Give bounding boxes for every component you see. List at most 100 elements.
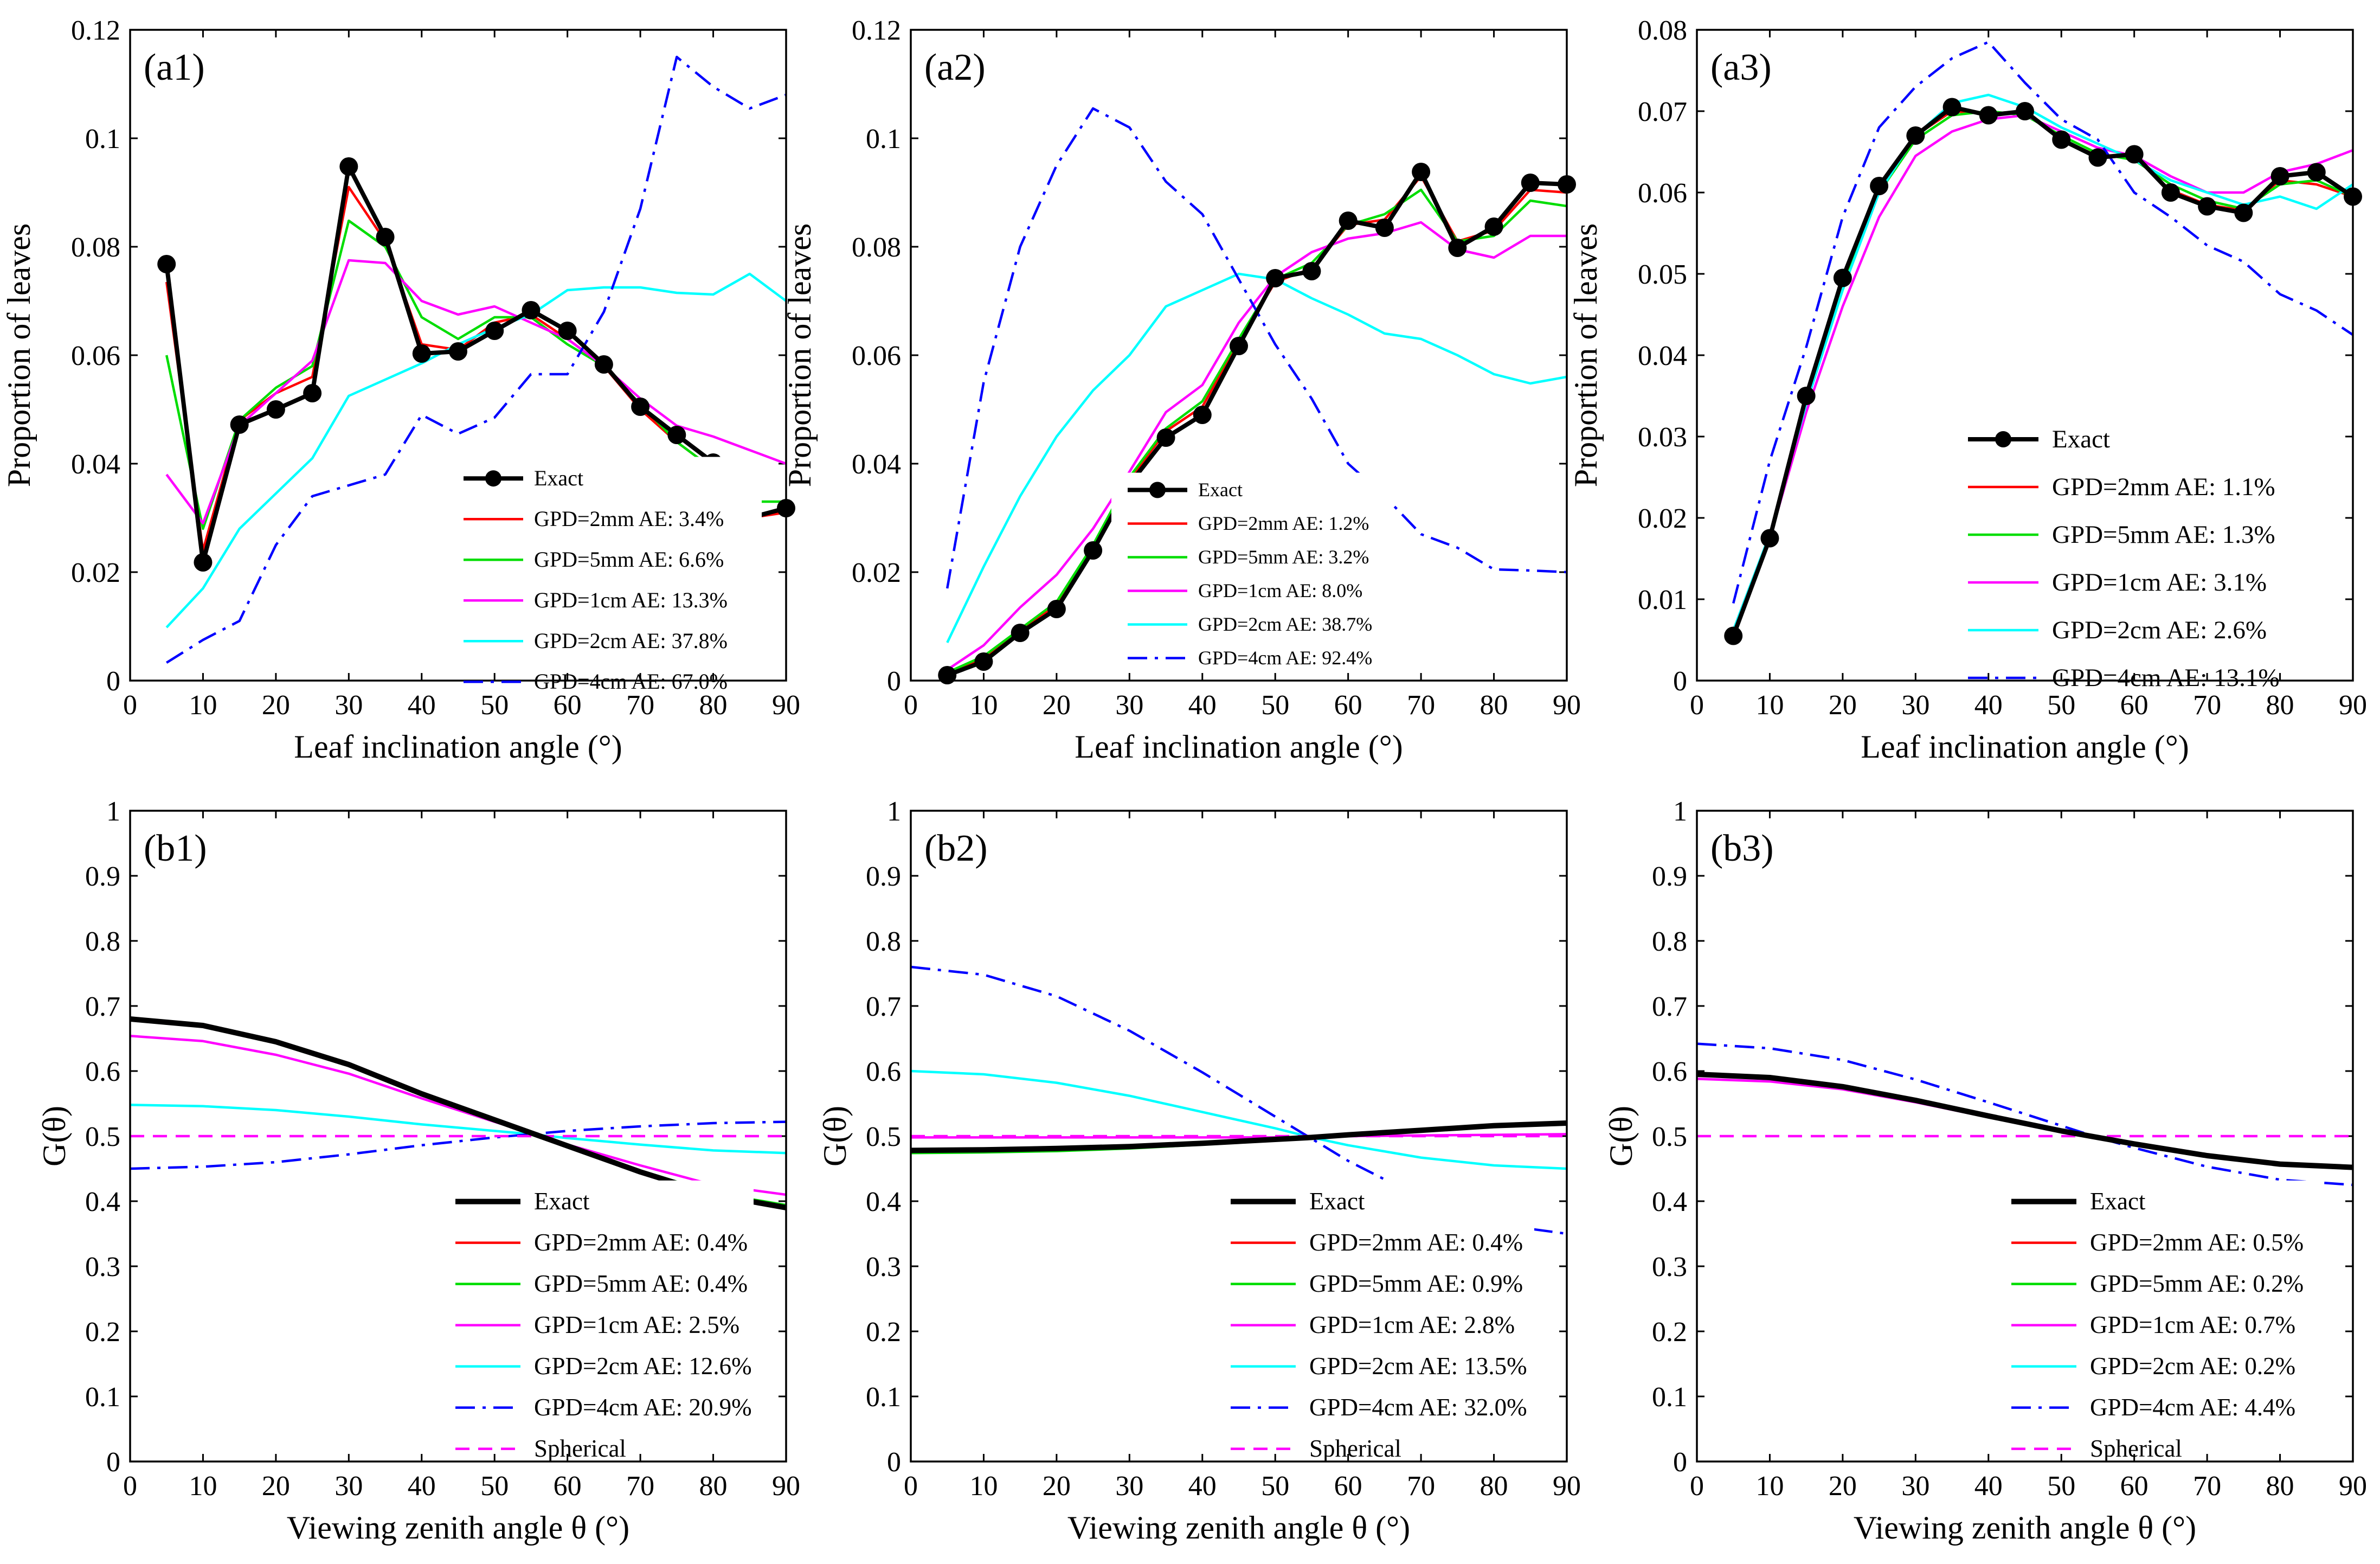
x-tick-label: 80 [1480, 1471, 1508, 1502]
y-tick-label: 0.08 [71, 232, 120, 263]
y-axis-label: G(θ) [36, 1106, 72, 1166]
axes-frame [129, 29, 787, 682]
x-tick-label: 50 [2047, 690, 2075, 721]
y-tick-label: 0.05 [1638, 259, 1687, 290]
legend-entry-label: Spherical [534, 1435, 626, 1462]
exact-data-point [1906, 126, 1925, 145]
y-tick-label: 0.06 [1638, 178, 1687, 209]
y-tick-label: 0.06 [71, 341, 120, 371]
y-tick-label: 0.1 [866, 1382, 901, 1413]
exact-data-point [974, 652, 993, 671]
exact-data-point [2161, 183, 2180, 202]
y-tick-label: 0.07 [1638, 97, 1687, 127]
legend-entry-label: GPD=1cm AE: 8.0% [1198, 580, 1362, 601]
panel-a2: 0 10 20 30 40 50 60 70 80 90 0 0.02 0.04 0.06 0.08 0.1 0… [782, 15, 1581, 765]
legend-entry-label: GPD=4cm AE: 67.0% [534, 669, 728, 694]
y-tick-label: 0.5 [85, 1121, 120, 1152]
y-tick-label: 0.02 [71, 557, 120, 588]
y-tick-label: 0.6 [866, 1056, 901, 1087]
x-tick-label: 0 [904, 1471, 918, 1502]
legend-background [1995, 1180, 2320, 1446]
exact-data-point [2016, 102, 2034, 120]
x-tick-label: 70 [1407, 690, 1435, 721]
axes-frame [1696, 810, 2354, 1463]
y-tick-label: 0.7 [866, 991, 901, 1022]
legend-entry-label: Exact [1198, 479, 1243, 501]
series-line-gpd-5mm [165, 219, 786, 530]
x-tick-label: 0 [1690, 1471, 1704, 1502]
y-tick-label: 0.1 [866, 124, 901, 155]
legend-entry-label: GPD=4cm AE: 4.4% [2090, 1394, 2295, 1421]
x-tick-label: 70 [626, 690, 654, 721]
x-tick-label: 90 [2339, 1471, 2367, 1502]
legend: Exact GPD=2mm AE: 3.4% GPD=5mm AE: 6.6% GPD… [447, 457, 762, 694]
x-tick-label: 50 [480, 1471, 509, 1502]
legend-marker [1995, 431, 2011, 447]
exact-data-point [1412, 163, 1431, 181]
y-tick-label: 0.3 [1652, 1252, 1687, 1283]
x-tick-label: 90 [2339, 690, 2367, 721]
legend-entry-label: GPD=2cm AE: 13.5% [1309, 1353, 1527, 1380]
x-tick-label: 10 [969, 1471, 998, 1502]
y-tick-label: 1 [106, 796, 120, 827]
y-axis-label: G(θ) [1603, 1106, 1639, 1166]
exact-data-point [194, 553, 213, 572]
exact-data-point [2125, 145, 2144, 164]
panel-label: (a2) [924, 47, 986, 88]
y-tick-label: 0 [887, 666, 901, 697]
y-tick-label: 0 [1673, 666, 1687, 697]
x-tick-label: 20 [262, 690, 290, 721]
y-tick-label: 0.02 [852, 557, 901, 588]
x-tick-label: 50 [480, 690, 509, 721]
legend-entry-label: GPD=1cm AE: 3.1% [2052, 568, 2267, 597]
y-tick-label: 0.4 [866, 1187, 901, 1217]
x-tick-label: 40 [1188, 1471, 1217, 1502]
x-tick-label: 20 [1043, 690, 1071, 721]
legend-background [439, 1180, 754, 1446]
exact-data-point [667, 426, 686, 444]
exact-data-point [1521, 174, 1540, 192]
x-tick-label: 40 [408, 1471, 436, 1502]
exact-data-point [1084, 541, 1103, 560]
y-tick-label: 0.7 [85, 991, 120, 1022]
x-tick-label: 40 [1974, 690, 2003, 721]
y-tick-label: 0.6 [1652, 1056, 1687, 1087]
panel-a3: 0 10 20 30 40 50 60 70 80 90 0 0.01 0.02 0.03 0.04 0.05… [1568, 15, 2367, 765]
legend-entry-label: GPD=1cm AE: 13.3% [534, 588, 728, 612]
x-tick-label: 10 [189, 1471, 217, 1502]
legend-entry-label: GPD=2mm AE: 0.5% [2090, 1229, 2304, 1256]
x-tick-label: 0 [123, 690, 137, 721]
x-tick-label: 20 [262, 1471, 290, 1502]
series-line-gpd-2cm [1697, 1072, 2353, 1169]
x-tick-label: 90 [772, 1471, 800, 1502]
legend: Exact GPD=2mm AE: 0.4% GPD=5mm AE: 0.4% GPD… [439, 1180, 754, 1462]
series-line-gpd-1cm [165, 259, 786, 525]
y-tick-label: 0.3 [866, 1252, 901, 1283]
x-axis-label: Leaf inclination angle (°) [1861, 729, 2189, 765]
x-tick-label: 50 [1261, 690, 1289, 721]
legend-entry-label: GPD=2mm AE: 3.4% [534, 507, 724, 531]
y-tick-label: 0 [1673, 1447, 1687, 1478]
x-tick-label: 40 [1188, 690, 1217, 721]
legend-entry-label: GPD=2cm AE: 0.2% [2090, 1353, 2295, 1380]
legend-entry-label: Exact [534, 466, 583, 490]
exact-data-point [2052, 130, 2071, 149]
x-tick-label: 20 [1829, 1471, 1857, 1502]
legend-entry-label: Exact [534, 1188, 590, 1215]
panel-label: (a3) [1710, 47, 1772, 88]
y-tick-label: 0.3 [85, 1252, 120, 1283]
series-line-gpd-2cm [911, 1069, 1567, 1170]
y-tick-label: 0.04 [1638, 341, 1687, 371]
y-tick-label: 0.8 [866, 926, 901, 957]
panel-a1: 0 10 20 30 40 50 60 70 80 90 0 0.02 0.04 0.06 0.08 0.1 0… [1, 15, 800, 765]
y-tick-label: 0.12 [71, 15, 120, 46]
x-tick-label: 80 [699, 1471, 728, 1502]
y-tick-label: 0.9 [866, 861, 901, 892]
legend-entry-label: GPD=2mm AE: 1.1% [2052, 473, 2275, 501]
x-tick-label: 70 [2193, 1471, 2221, 1502]
exact-data-point [303, 384, 322, 402]
exact-data-point [1760, 529, 1779, 548]
y-tick-label: 0.9 [85, 861, 120, 892]
x-tick-label: 70 [1407, 1471, 1435, 1502]
